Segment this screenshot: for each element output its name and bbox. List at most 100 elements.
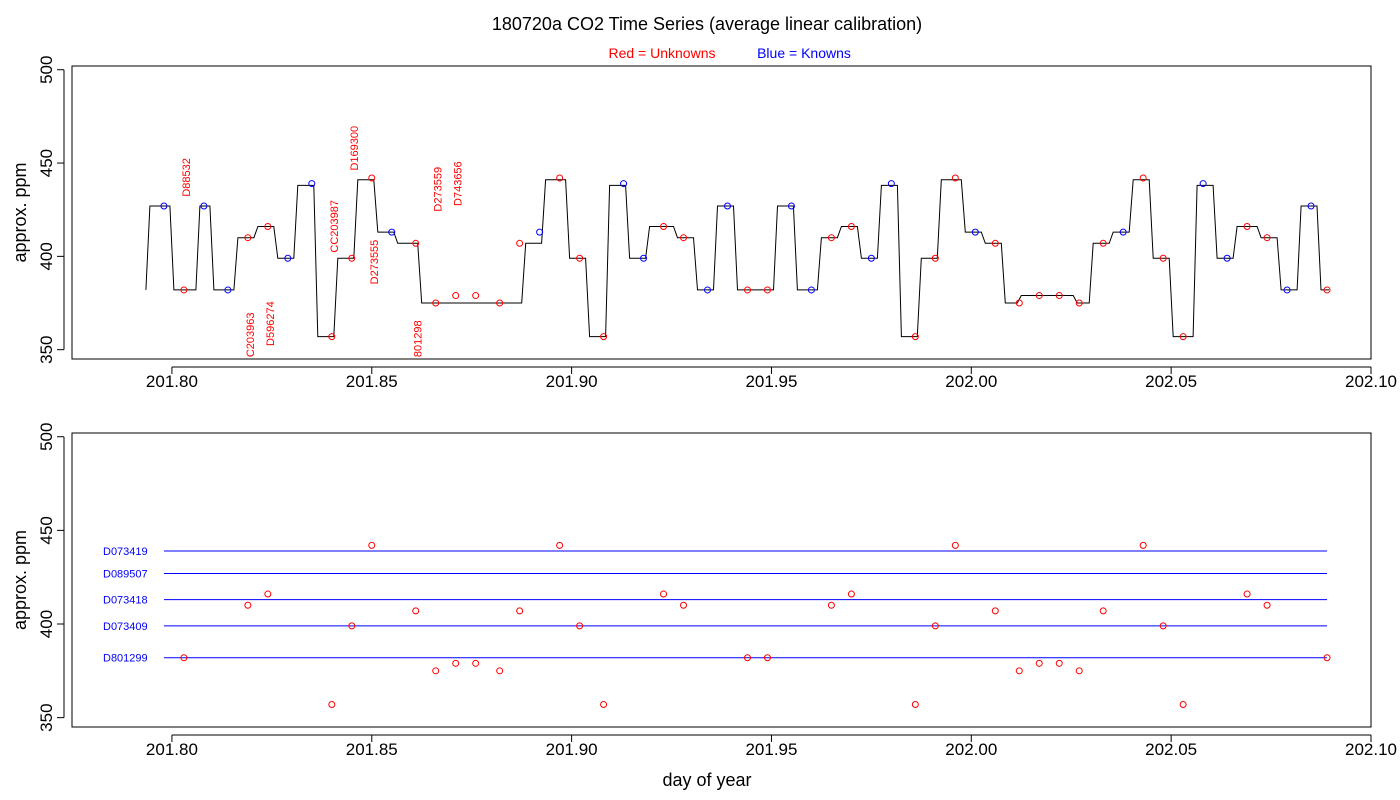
reference-line-label: D073419 (103, 546, 148, 558)
known-point (1283, 286, 1291, 294)
unknown-point (951, 174, 959, 182)
unknown-point (576, 254, 584, 262)
top-x-tick-label: 202.05 (1145, 372, 1197, 391)
unknown-point (412, 239, 420, 247)
unknown-point (1075, 299, 1083, 307)
sample-annotation: D743656 (453, 161, 465, 206)
unknown-point (180, 286, 188, 294)
unknown-point (472, 292, 480, 300)
unknown-point (1015, 667, 1023, 675)
sample-annotation: D88532 (181, 158, 193, 197)
known-point (887, 180, 895, 188)
unknown-point (180, 654, 188, 662)
unknown-point (244, 234, 252, 242)
top-x-tick-label: 201.80 (146, 372, 198, 391)
unknown-point (348, 622, 356, 630)
unknown-point (847, 590, 855, 598)
unknown-point (1099, 239, 1107, 247)
unknown-point (827, 234, 835, 242)
unknown-point (432, 299, 440, 307)
unknown-point (991, 239, 999, 247)
unknown-point (1139, 174, 1147, 182)
sample-annotation: D273555 (369, 240, 381, 285)
unknown-point (743, 654, 751, 662)
unknown-point (660, 222, 668, 230)
unknown-point (516, 607, 524, 615)
sample-annotation: D273559 (433, 167, 445, 212)
reference-line-label: D073409 (103, 621, 148, 633)
chart-title: 180720a CO2 Time Series (average linear … (492, 14, 922, 34)
bottom-plot-frame (71, 432, 1372, 728)
known-point (1307, 202, 1315, 210)
known-point (1223, 254, 1231, 262)
sample-annotation: 801298 (413, 320, 425, 357)
unknown-point (1055, 659, 1063, 667)
sample-annotation: D596274 (265, 301, 277, 346)
bottom-x-tick-label: 201.80 (146, 740, 198, 759)
reference-line-label: D073418 (103, 595, 148, 607)
unknown-point (328, 701, 336, 709)
unknown-point (496, 299, 504, 307)
unknown-point (743, 286, 751, 294)
known-point (1119, 228, 1127, 236)
legend-knowns: Blue = Knowns (757, 45, 851, 61)
unknown-point (556, 174, 564, 182)
bottom-x-tick-label: 202.05 (1145, 740, 1197, 759)
bottom-y-tick-label: 450 (37, 516, 56, 544)
known-point (224, 286, 232, 294)
unknown-point (1055, 292, 1063, 300)
known-point (388, 228, 396, 236)
unknown-point (827, 601, 835, 609)
unknown-point (1139, 541, 1147, 549)
unknown-point (328, 333, 336, 341)
unknown-point (680, 234, 688, 242)
known-point (723, 202, 731, 210)
co2-trace-line (145, 179, 1329, 338)
unknown-point (432, 667, 440, 675)
top-x-tick-label: 201.85 (346, 372, 398, 391)
bottom-y-axis-label: approx. ppm (10, 530, 30, 630)
unknown-point (1015, 299, 1023, 307)
unknown-point (1159, 254, 1167, 262)
legend-unknowns: Red = Unknowns (608, 45, 715, 61)
unknown-point (600, 333, 608, 341)
unknown-point (931, 622, 939, 630)
unknown-point (1179, 701, 1187, 709)
bottom-panel: 201.80 201.85 201.90 201.95 202.00 202.05 202.… (10, 423, 1397, 759)
top-x-tick-label: 201.90 (546, 372, 598, 391)
unknown-point (1263, 601, 1271, 609)
unknown-point (348, 254, 356, 262)
unknown-point (680, 601, 688, 609)
known-point (160, 202, 168, 210)
unknown-point (1099, 607, 1107, 615)
known-point (1199, 180, 1207, 188)
unknown-point (1179, 333, 1187, 341)
unknown-point (576, 622, 584, 630)
unknown-point (244, 601, 252, 609)
top-x-tick-label: 201.95 (745, 372, 797, 391)
known-point (704, 286, 712, 294)
bottom-y-tick-label: 400 (37, 610, 56, 638)
unknown-point (452, 659, 460, 667)
unknown-point (556, 541, 564, 549)
bottom-x-tick-label: 202.10 (1345, 740, 1397, 759)
known-point (787, 202, 795, 210)
top-y-tick-label: 350 (37, 335, 56, 363)
unknown-point (1243, 222, 1251, 230)
sample-annotation: D169300 (349, 126, 361, 171)
unknown-point (1323, 286, 1331, 294)
unknown-point (931, 254, 939, 262)
unknown-point (991, 607, 999, 615)
top-panel: 201.80 201.85 201.90 201.95 202.00 202.05 202.… (10, 56, 1397, 391)
top-y-tick-label: 450 (37, 149, 56, 177)
unknown-point (496, 667, 504, 675)
bottom-x-tick-label: 201.95 (745, 740, 797, 759)
known-point (536, 228, 544, 236)
unknown-point (951, 541, 959, 549)
unknown-point (264, 222, 272, 230)
unknown-point (452, 292, 460, 300)
unknown-point (600, 701, 608, 709)
unknown-point (1035, 292, 1043, 300)
known-point (807, 286, 815, 294)
